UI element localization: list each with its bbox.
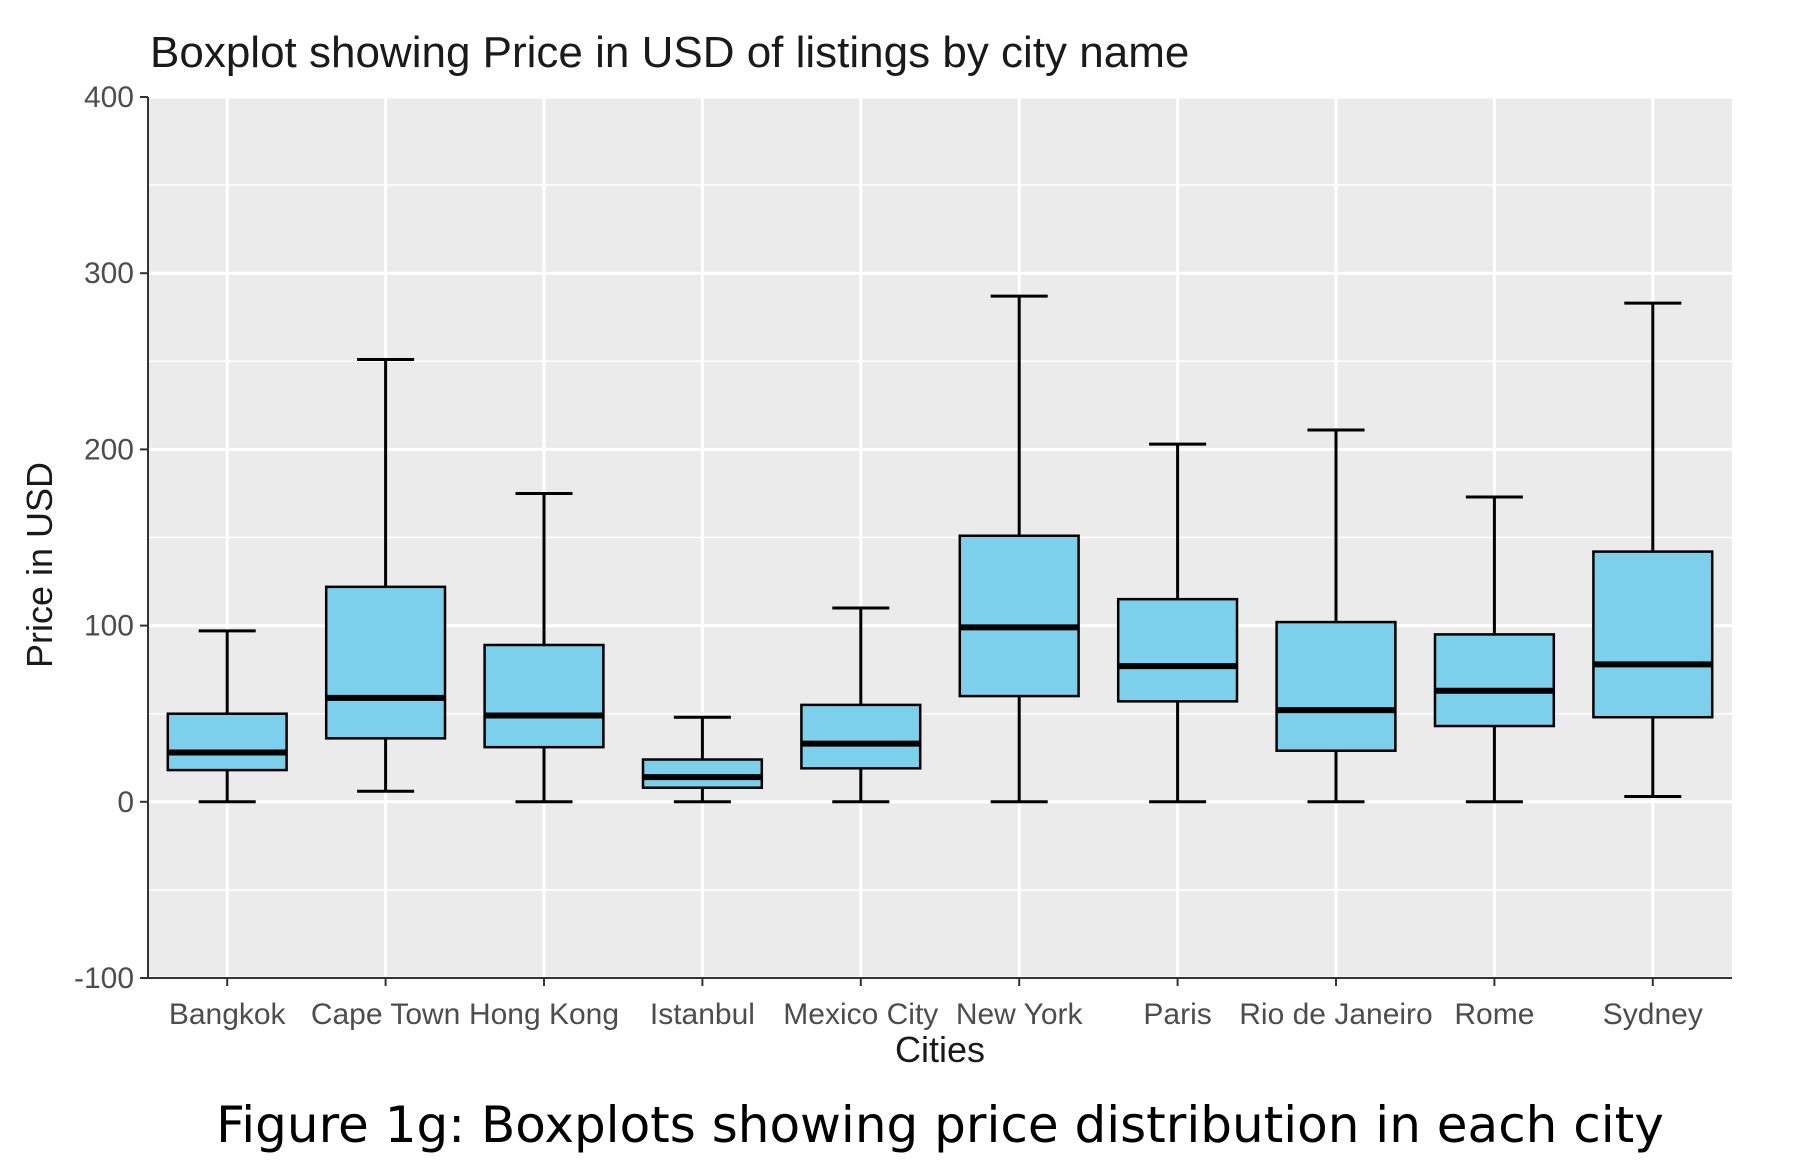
box-istanbul — [641, 758, 764, 789]
x-tick-label: Paris — [1143, 998, 1211, 1031]
x-tick-label: Mexico City — [783, 998, 938, 1031]
x-tick-label: Rome — [1454, 998, 1534, 1031]
figure-caption: Figure 1g: Boxplots showing price distri… — [216, 1096, 1664, 1154]
y-tick-label: -100 — [74, 962, 134, 995]
x-tick-label: Cape Town — [311, 998, 461, 1031]
x-tick-label: Istanbul — [650, 998, 755, 1031]
x-tick-label: Bangkok — [169, 998, 287, 1031]
box-mexico-city — [800, 703, 922, 770]
y-tick-label: 300 — [84, 257, 134, 290]
box-cape-town — [324, 585, 447, 740]
box-hong-kong — [483, 643, 605, 749]
y-tick-label: 100 — [84, 610, 134, 643]
box-paris — [1116, 597, 1239, 703]
x-tick-label: Sydney — [1603, 998, 1703, 1031]
y-axis-title: Price in USD — [19, 462, 60, 668]
y-tick-label: 400 — [84, 81, 134, 114]
box-new-york — [958, 534, 1080, 698]
plot-area: -100 0 100 200 300 400 Bangkok Cape Town Hong Ko… — [74, 81, 1732, 1031]
x-tick-label: New York — [956, 998, 1084, 1031]
x-axis-title: Cities — [895, 1029, 985, 1070]
y-tick-label: 0 — [117, 786, 134, 819]
box-rio-de-janeiro — [1275, 620, 1397, 752]
x-tick-label: Hong Kong — [469, 998, 619, 1031]
y-tick-label: 200 — [84, 433, 134, 466]
box-rome — [1433, 633, 1556, 728]
box-sydney — [1592, 550, 1714, 719]
x-tick-label: Rio de Janeiro — [1239, 998, 1432, 1031]
chart-title: Boxplot showing Price in USD of listings… — [150, 28, 1189, 77]
box-bangkok — [166, 712, 288, 772]
